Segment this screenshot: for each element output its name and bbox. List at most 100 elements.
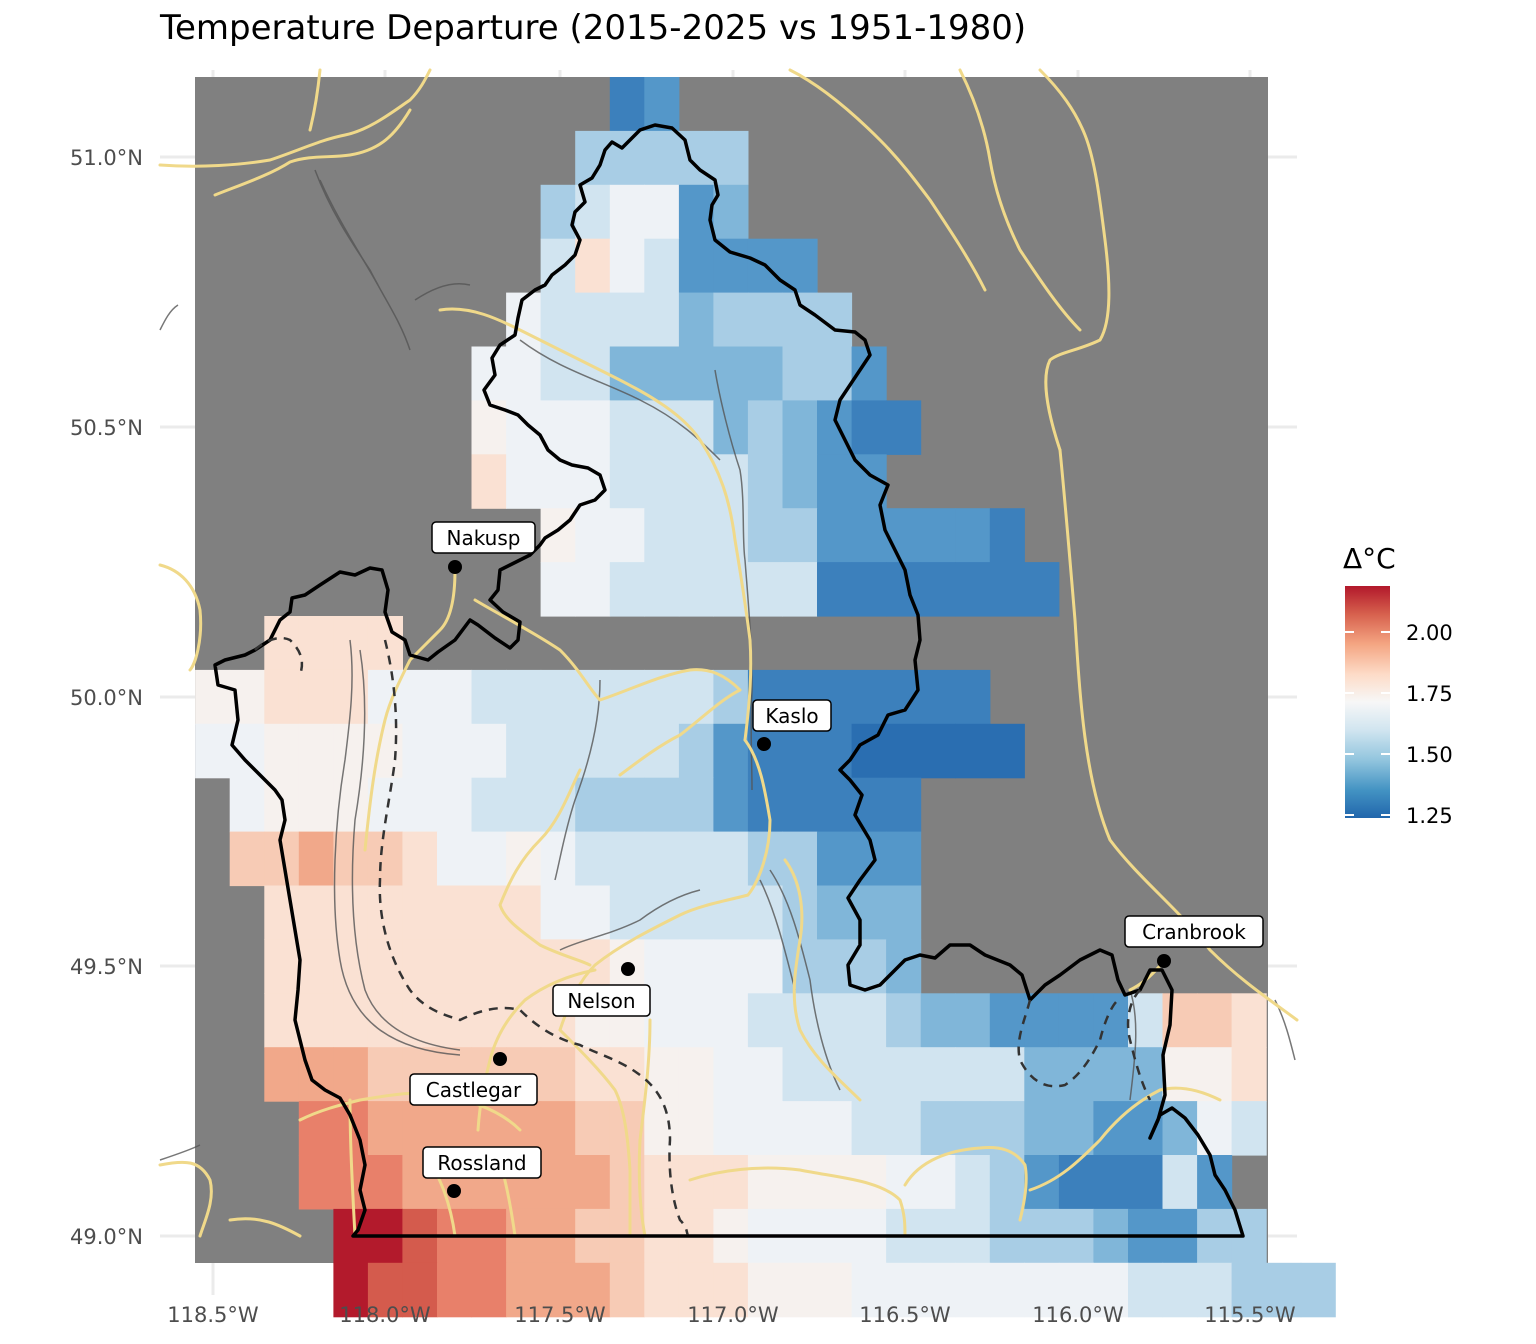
raster-cell [644,508,680,563]
raster-cell [229,831,265,887]
raster-cell [1128,1101,1164,1156]
raster-cell [609,238,645,294]
raster-cell [1024,1155,1060,1210]
raster-cell [713,292,749,348]
raster-cell [471,454,507,509]
temperature-raster [195,77,1336,1318]
raster-cell [1093,1047,1129,1102]
raster-cell [817,993,853,1048]
raster-cell [298,831,334,887]
raster-cell [609,508,645,563]
raster-cell [540,562,576,617]
raster-cell [644,777,680,833]
raster-cell [782,1155,818,1210]
raster-cell [713,1101,749,1156]
raster-cell [609,885,645,940]
raster-cell [955,669,991,725]
raster-cell [264,669,300,725]
raster-cell [402,777,438,833]
raster-cell [575,1155,611,1210]
raster-cell [333,831,369,887]
raster-cell [782,508,818,563]
legend-title: Δ°C [1343,542,1396,575]
y-tick-label: 51.0°N [70,146,143,170]
city-castlegar[interactable]: Castlegar [409,1052,538,1106]
raster-cell [609,562,645,617]
raster-cell [817,939,853,994]
city-nakusp[interactable]: Nakusp [431,521,536,574]
raster-cell [437,723,473,779]
raster-cell [471,939,507,994]
raster-cell [1197,1101,1233,1156]
raster-cell [817,831,853,887]
raster-cell [644,184,680,240]
city-cranbrook[interactable]: Cranbrook [1124,915,1264,968]
raster-cell [644,130,680,186]
raster-cell [575,508,611,563]
raster-cell [747,723,783,779]
raster-cell [886,831,922,887]
raster-cell [886,1262,922,1318]
city-markers: Nakusp Kaslo Nelson Castlegar Rossland C… [409,521,1264,1198]
raster-cell [920,723,956,779]
legend: Δ°C 2.00 1.75 1.50 1.25 [1343,542,1453,828]
raster-cell [609,669,645,725]
raster-cell [229,777,265,833]
raster-cell [817,1101,853,1156]
raster-cell [644,454,680,509]
raster-cell [989,1262,1025,1318]
raster-cell [609,831,645,887]
raster-cell [298,885,334,940]
y-tick-label: 50.5°N [70,416,143,440]
raster-cell [747,1262,783,1318]
raster-cell [851,1047,887,1102]
raster-cell [540,723,576,779]
raster-cell [540,831,576,887]
regional-boundary [213,123,1245,1238]
raster-cell [678,831,714,887]
raster-cell [437,993,473,1048]
raster-cell [989,993,1025,1048]
city-kaslo[interactable]: Kaslo [752,699,832,751]
raster-cell [782,562,818,617]
raster-cell [1162,1155,1198,1210]
raster-cell [747,885,783,940]
raster-cell [678,238,714,294]
raster-cell [333,939,369,994]
city-nelson[interactable]: Nelson [552,962,651,1017]
raster-cell [1197,1155,1233,1210]
raster-cell [471,993,507,1048]
raster-cell [678,777,714,833]
raster-cell [713,238,749,294]
city-label-kaslo: Kaslo [765,704,818,728]
legend-colorbar [1345,586,1390,818]
raster-cell [471,831,507,887]
raster-cell [367,831,403,887]
raster-cell [1162,1262,1198,1318]
raster-cell [678,346,714,401]
raster-cell [471,723,507,779]
y-tick-label: 49.5°N [70,955,143,979]
raster-cell [264,616,300,671]
raster-cell [886,993,922,1048]
y-axis: 51.0°N 50.5°N 50.0°N 49.5°N 49.0°N [70,146,143,1249]
raster-cell [506,346,542,401]
raster-cell [678,1262,714,1318]
raster-cell [1093,1155,1129,1210]
raster-cell [678,669,714,725]
raster-cell [540,669,576,725]
raster-cell [298,1155,334,1210]
city-rossland[interactable]: Rossland [422,1146,542,1198]
raster-cell [747,508,783,563]
raster-cell [886,1155,922,1210]
legend-tick-label: 1.25 [1406,804,1453,828]
raster-cell [955,723,991,779]
raster-cell [886,1047,922,1102]
raster-cell [955,508,991,563]
raster-cell [264,723,300,779]
raster-cell [367,723,403,779]
raster-cell [333,885,369,940]
raster-cell [1058,1262,1094,1318]
raster-cell [747,454,783,509]
raster-cell [1197,993,1233,1048]
